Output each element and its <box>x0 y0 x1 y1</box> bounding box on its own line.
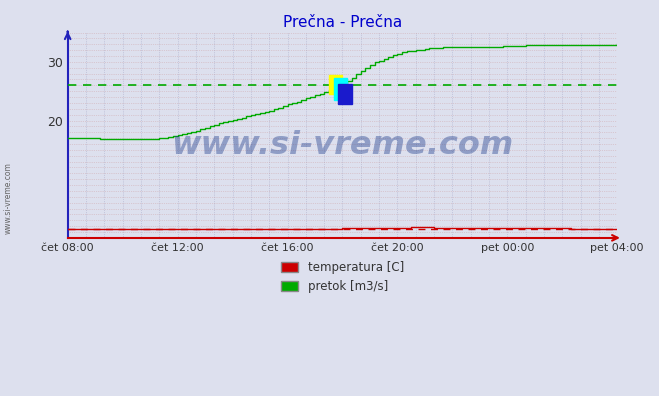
Bar <box>329 75 341 94</box>
Bar <box>338 84 352 104</box>
Text: www.si-vreme.com: www.si-vreme.com <box>171 130 513 161</box>
Title: Prečna - Prečna: Prečna - Prečna <box>283 15 402 30</box>
Bar <box>334 78 347 100</box>
Text: www.si-vreme.com: www.si-vreme.com <box>3 162 13 234</box>
Legend: temperatura [C], pretok [m3/s]: temperatura [C], pretok [m3/s] <box>276 256 409 298</box>
